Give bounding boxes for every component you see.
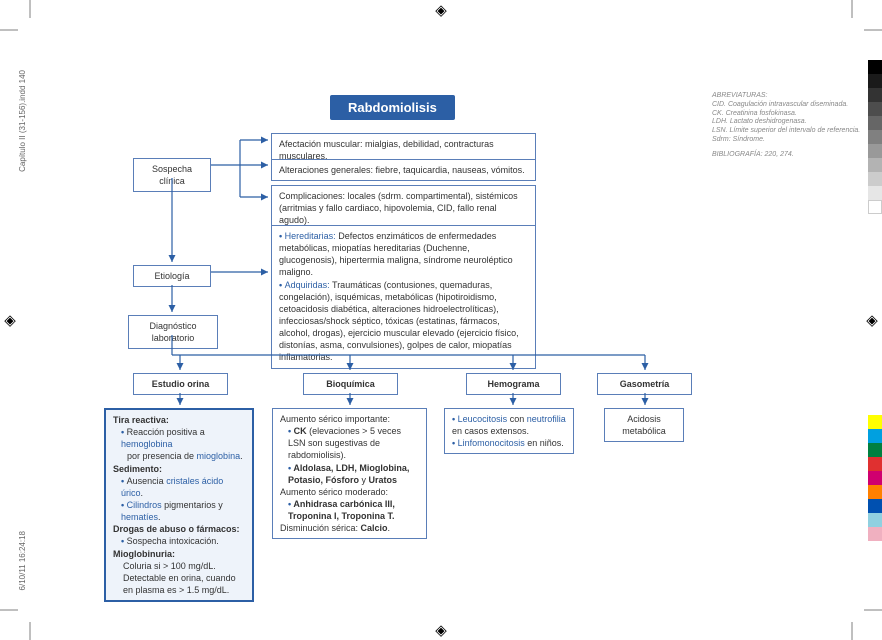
bioq-l3c: Uratos xyxy=(369,475,398,485)
orina-l3a: Ausencia xyxy=(127,476,167,486)
node-diag: Diagnóstico laboratorio xyxy=(128,315,218,349)
abbrev-l3: LDH. Lactato deshidrogenasa. xyxy=(712,118,862,127)
etio-hered: • Hereditarias: Defectos enzimáticos de … xyxy=(279,230,528,279)
abbrev-l1: CID. Coagulación intravascular diseminad… xyxy=(712,101,862,110)
page: ◈ ◈ ◈ ◈ Capítulo II (31-156).indd 140 6/… xyxy=(0,0,882,640)
hemo-l2b: en niños. xyxy=(525,438,564,448)
reg-right: ◈ xyxy=(864,312,880,328)
head-gaso: Gasometría xyxy=(597,373,692,395)
hemo-l2a: Linfomonocitosis xyxy=(458,438,525,448)
abbrev-l5: Sdrm: Síndrome. xyxy=(712,136,862,145)
head-hemo: Hemograma xyxy=(466,373,561,395)
bioq-l2a: CK xyxy=(294,426,307,436)
etio-h-label: Hereditarias: xyxy=(285,231,336,241)
etio-a-label: Adquiridas: xyxy=(285,280,330,290)
orina-l2b: mioglobina xyxy=(197,451,241,461)
detail-gaso: Acidosis metabólica xyxy=(604,408,684,442)
detail-orina: Tira reactiva: • Reacción positiva a hem… xyxy=(104,408,254,602)
bioq-l6a: Disminución sérica: xyxy=(280,523,361,533)
bioq-l1: Aumento sérico importante: xyxy=(280,413,419,425)
orina-l4a: Cilindros xyxy=(127,500,162,510)
head-orina: Estudio orina xyxy=(133,373,228,395)
bioq-l4: Aumento sérico moderado: xyxy=(280,486,419,498)
etio-a-text: Traumáticas (contusiones, quemaduras, co… xyxy=(279,280,519,363)
reg-left: ◈ xyxy=(2,312,18,328)
orina-l1b: hemoglobina xyxy=(121,439,173,449)
orina-l4b: pigmentarios y xyxy=(162,500,223,510)
hemo-l1: • Leucocitosis con neutrofilia en casos … xyxy=(452,413,566,437)
reg-bot: ◈ xyxy=(433,622,449,638)
orina-h2: Sedimento: xyxy=(113,463,245,475)
bioq-l5: • Anhidrasa carbónica III, Troponina I, … xyxy=(280,498,419,522)
orina-l4c: hematíes xyxy=(121,512,158,522)
hemo-l2: • Linfomonocitosis en niños. xyxy=(452,437,566,449)
node-etiologia: Etiología xyxy=(133,265,211,287)
hemo-l1c: neutrofilia xyxy=(527,414,566,424)
orina-l1: • Reacción positiva a hemoglobina xyxy=(113,426,245,450)
box-alter: Alteraciones generales: fiebre, taquicar… xyxy=(271,159,536,181)
bioq-l6b: Calcio xyxy=(361,523,388,533)
box-etio: • Hereditarias: Defectos enzimáticos de … xyxy=(271,225,536,369)
orina-l6: Coluria si > 100 mg/dL. Detectable en or… xyxy=(113,560,245,596)
bioq-l3: • Aldolasa, LDH, Mioglobina, Potasio, Fó… xyxy=(280,462,419,486)
side-text-bot: 6/10/11 16:24:18 xyxy=(18,531,27,590)
reg-top: ◈ xyxy=(433,2,449,18)
orina-l4: • Cilindros pigmentarios y hematíes. xyxy=(113,499,245,523)
node-sospecha: Sospecha clínica xyxy=(133,158,211,192)
orina-l5t: Sospecha intoxicación. xyxy=(127,536,219,546)
hemo-l1d: en casos extensos. xyxy=(452,426,529,436)
detail-hemo: • Leucocitosis con neutrofilia en casos … xyxy=(444,408,574,454)
abbreviations: ABREVIATURAS: CID. Coagulación intravasc… xyxy=(712,92,862,159)
side-text-top: Capítulo II (31-156).indd 140 xyxy=(18,70,27,172)
head-bioq: Bioquímica xyxy=(303,373,398,395)
etio-adq: • Adquiridas: Traumáticas (contusiones, … xyxy=(279,279,528,364)
abbrev-l2: CK. Creatinina fosfokinasa. xyxy=(712,110,862,119)
orina-h4: Mioglobinuria: xyxy=(113,548,245,560)
bioq-l2: • CK (elevaciones > 5 veces LSN son suge… xyxy=(280,425,419,461)
bioq-l3b: y xyxy=(359,475,369,485)
orina-l3: • Ausencia cristales ácido úrico. xyxy=(113,475,245,499)
abbrev-head: ABREVIATURAS: xyxy=(712,92,862,101)
detail-bioq: Aumento sérico importante: • CK (elevaci… xyxy=(272,408,427,539)
hemo-l1b: con xyxy=(507,414,527,424)
orina-l1a: Reacción positiva a xyxy=(127,427,205,437)
abbrev-bib: BIBLIOGRAFÍA: 220, 274. xyxy=(712,151,862,160)
abbrev-l4: LSN. Límite superior del intervalo de re… xyxy=(712,127,862,136)
title: Rabdomiolisis xyxy=(330,95,455,120)
color-bar xyxy=(868,415,882,541)
grayscale-bar xyxy=(868,60,882,214)
orina-l2: por presencia de mioglobina. xyxy=(113,450,245,462)
bioq-l5t: Anhidrasa carbónica III, Troponina I, Tr… xyxy=(288,499,395,521)
bioq-l6: Disminución sérica: Calcio. xyxy=(280,522,419,534)
orina-l5: • Sospecha intoxicación. xyxy=(113,535,245,547)
hemo-l1a: Leucocitosis xyxy=(458,414,508,424)
orina-l2a: por presencia de xyxy=(127,451,197,461)
orina-h3: Drogas de abuso o fármacos: xyxy=(113,523,245,535)
orina-h1: Tira reactiva: xyxy=(113,414,245,426)
